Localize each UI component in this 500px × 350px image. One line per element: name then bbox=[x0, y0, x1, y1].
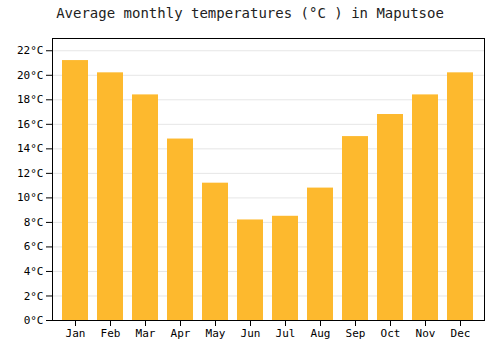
svg-text:16°C: 16°C bbox=[17, 118, 44, 131]
svg-text:Feb: Feb bbox=[101, 327, 121, 340]
svg-text:18°C: 18°C bbox=[17, 93, 44, 106]
svg-text:May: May bbox=[206, 327, 226, 340]
svg-text:22°C: 22°C bbox=[17, 44, 44, 57]
svg-text:14°C: 14°C bbox=[17, 142, 44, 155]
svg-text:Dec: Dec bbox=[451, 327, 471, 340]
svg-text:Jul: Jul bbox=[276, 327, 296, 340]
svg-text:Mar: Mar bbox=[136, 327, 156, 340]
svg-text:6°C: 6°C bbox=[24, 240, 44, 253]
svg-text:Nov: Nov bbox=[416, 327, 436, 340]
svg-text:Jan: Jan bbox=[66, 327, 86, 340]
svg-text:Sep: Sep bbox=[346, 327, 366, 340]
svg-text:Oct: Oct bbox=[381, 327, 401, 340]
svg-text:8°C: 8°C bbox=[24, 216, 44, 229]
svg-text:20°C: 20°C bbox=[17, 69, 44, 82]
svg-text:Apr: Apr bbox=[171, 327, 191, 340]
svg-text:12°C: 12°C bbox=[17, 167, 44, 180]
html-text:Average monthly temperatures (: Average monthly temperatures (°C ) in Ma… bbox=[56, 5, 444, 21]
svg-text:Aug: Aug bbox=[311, 327, 331, 340]
svg-text:Jun: Jun bbox=[241, 327, 261, 340]
svg-text:10°C: 10°C bbox=[17, 191, 44, 204]
svg-text:4°C: 4°C bbox=[24, 265, 44, 278]
svg-text:0°C: 0°C bbox=[24, 314, 44, 327]
svg-text:2°C: 2°C bbox=[24, 289, 44, 302]
